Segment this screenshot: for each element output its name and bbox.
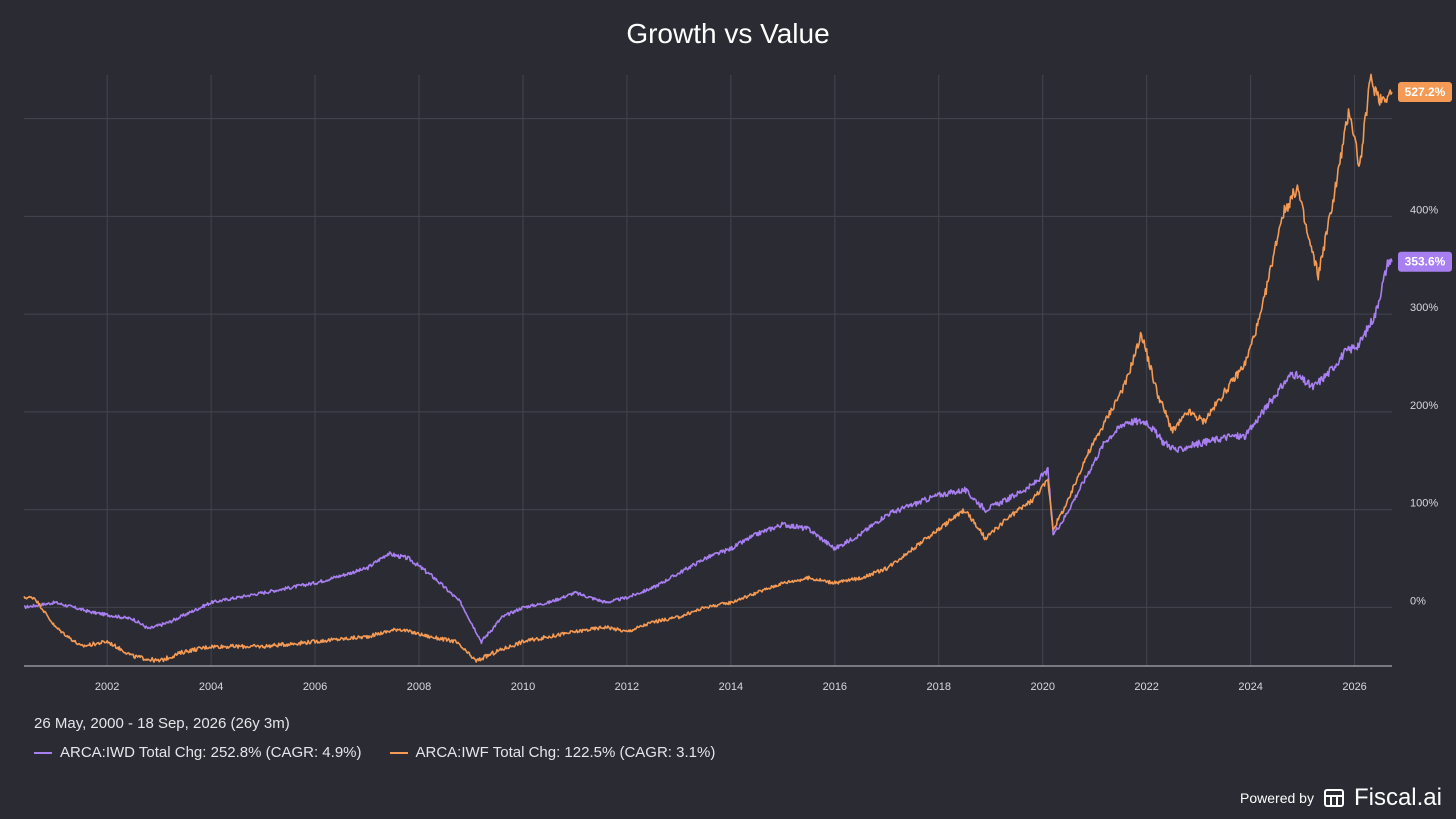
x-tick-label: 2016 bbox=[823, 681, 847, 693]
y-tick-label: 300% bbox=[1410, 302, 1438, 314]
y-tick-label: 400% bbox=[1410, 204, 1438, 216]
end-value-label: 527.2% bbox=[1405, 85, 1446, 99]
x-tick-label: 2018 bbox=[927, 681, 951, 693]
y-tick-label: 0% bbox=[1410, 595, 1426, 607]
y-tick-label: 200% bbox=[1410, 400, 1438, 412]
brand-name: Fiscal.ai bbox=[1353, 784, 1442, 811]
x-tick-label: 2026 bbox=[1342, 681, 1366, 693]
x-tick-label: 2022 bbox=[1134, 681, 1158, 693]
series-line-arca-iwf bbox=[23, 73, 1393, 663]
series-line-arca-iwd bbox=[23, 258, 1393, 645]
x-tick-label: 2024 bbox=[1238, 681, 1262, 693]
legend-label-iwf: ARCA:IWF Total Chg: 122.5% (CAGR: 3.1%) bbox=[415, 744, 716, 761]
fiscal-logo-icon bbox=[1323, 789, 1344, 807]
y-tick-label: 100% bbox=[1410, 498, 1438, 510]
legend-label-iwd: ARCA:IWD Total Chg: 252.8% (CAGR: 4.9%) bbox=[60, 744, 362, 761]
x-tick-label: 2010 bbox=[511, 681, 535, 693]
x-tick-label: 2008 bbox=[407, 681, 431, 693]
legend-item-iwd[interactable]: ARCA:IWD Total Chg: 252.8% (CAGR: 4.9%) bbox=[34, 744, 362, 761]
x-tick-label: 2002 bbox=[95, 681, 119, 693]
x-tick-label: 2004 bbox=[199, 681, 223, 693]
legend-swatch-iwd bbox=[34, 751, 52, 754]
end-value-badge-arca-iwf bbox=[1398, 82, 1452, 103]
x-tick-label: 2014 bbox=[719, 681, 743, 693]
powered-by-brand[interactable]: Powered by Fiscal.ai bbox=[1240, 784, 1442, 812]
chart-title: Growth vs Value bbox=[626, 18, 830, 49]
x-tick-label: 2012 bbox=[615, 681, 639, 693]
powered-by-text: Powered by bbox=[1240, 790, 1314, 806]
end-value-label: 353.6% bbox=[1405, 255, 1446, 269]
end-value-badge-arca-iwd bbox=[1398, 251, 1452, 272]
x-tick-label: 2020 bbox=[1030, 681, 1054, 693]
legend-swatch-iwf bbox=[389, 751, 408, 754]
x-tick-label: 2006 bbox=[303, 681, 327, 693]
legend: ARCA:IWD Total Chg: 252.8% (CAGR: 4.9%) … bbox=[34, 744, 715, 761]
date-range-label: 26 May, 2000 - 18 Sep, 2026 (26y 3m) bbox=[34, 715, 290, 732]
legend-item-iwf[interactable]: ARCA:IWF Total Chg: 122.5% (CAGR: 3.1%) bbox=[389, 744, 716, 761]
